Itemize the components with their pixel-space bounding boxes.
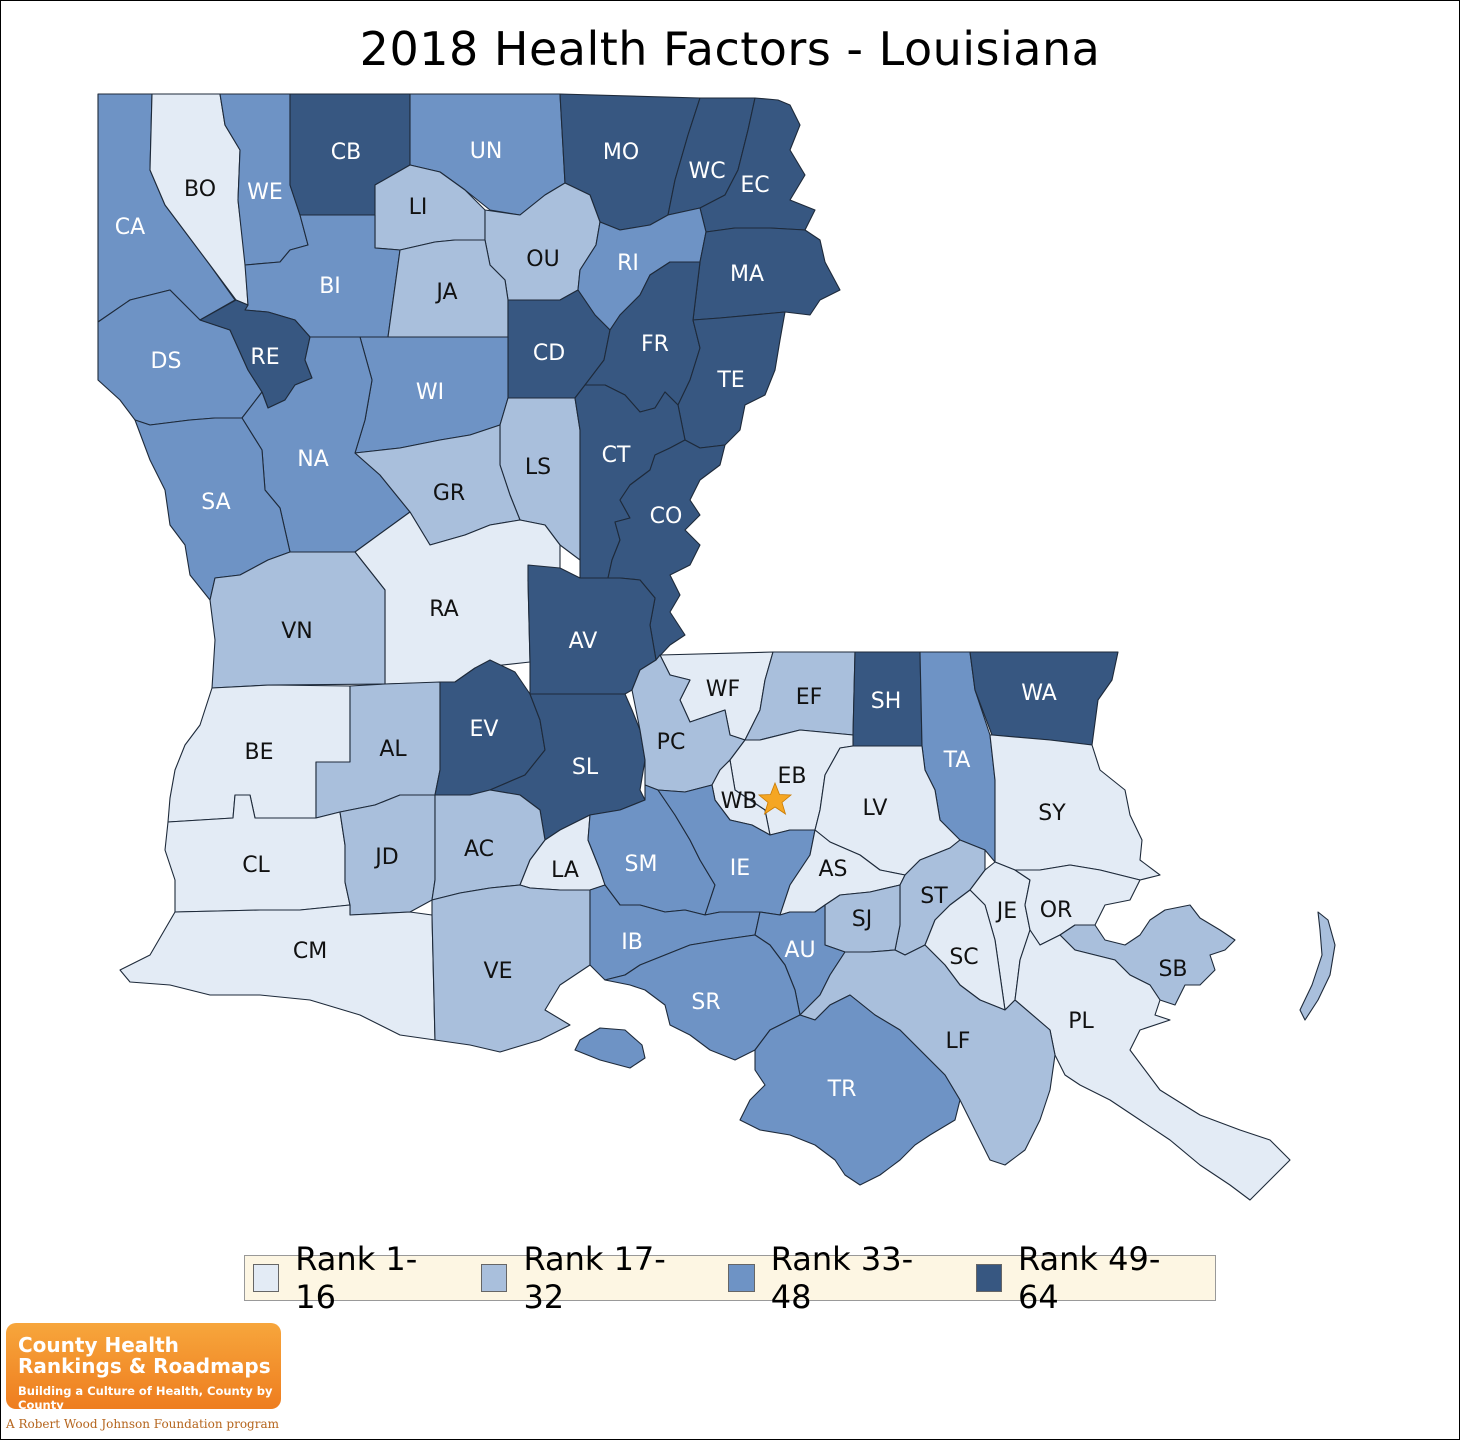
legend-item-3: Rank 33-48 bbox=[728, 1240, 941, 1316]
parish-label-AL: AL bbox=[379, 737, 407, 762]
program-credit: A Robert Wood Johnson Foundation program bbox=[6, 1417, 279, 1431]
parish-label-WB: WB bbox=[721, 789, 758, 814]
parish-label-UN: UN bbox=[470, 139, 503, 164]
parish-PL[interactable] bbox=[1014, 929, 1291, 1201]
parish-label-WF: WF bbox=[706, 677, 740, 702]
legend-item-2: Rank 17-32 bbox=[481, 1240, 694, 1316]
parish-label-SR: SR bbox=[691, 990, 720, 1015]
parish-label-AU: AU bbox=[784, 938, 815, 963]
star-icon bbox=[757, 781, 793, 815]
logo-line-2: Rankings & Roadmaps bbox=[18, 1354, 271, 1378]
parish-label-LS: LS bbox=[525, 455, 551, 480]
parish-label-LV: LV bbox=[863, 796, 888, 821]
parish-label-MA: MA bbox=[730, 262, 764, 287]
parish-label-EF: EF bbox=[796, 685, 823, 710]
parish-label-SM: SM bbox=[625, 852, 658, 877]
parish-label-PL: PL bbox=[1068, 1009, 1094, 1034]
parish-label-WI: WI bbox=[416, 380, 444, 405]
parish-label-CL: CL bbox=[242, 853, 270, 878]
legend-label-2: Rank 17-32 bbox=[523, 1240, 666, 1316]
parish-label-DS: DS bbox=[151, 349, 182, 374]
parish-label-MO: MO bbox=[603, 140, 639, 165]
logo-line-1: County Health bbox=[18, 1333, 179, 1357]
parish-label-TR: TR bbox=[827, 1077, 857, 1102]
parish-label-LI: LI bbox=[409, 195, 428, 220]
parish-SY[interactable] bbox=[989, 734, 1161, 881]
parish-label-NA: NA bbox=[297, 447, 329, 472]
parish-label-BI: BI bbox=[319, 274, 341, 299]
logo-tagline: Building a Culture of Health, County by … bbox=[18, 1384, 273, 1412]
legend-swatch-2 bbox=[481, 1264, 508, 1292]
parish-MA[interactable] bbox=[692, 227, 841, 321]
parish-label-CD: CD bbox=[533, 341, 565, 366]
legend-label-1: Rank 1-16 bbox=[295, 1240, 418, 1316]
parish-label-WE: WE bbox=[247, 180, 283, 205]
parish-label-LF: LF bbox=[946, 1029, 971, 1054]
parish-label-AV: AV bbox=[569, 629, 598, 654]
parish-AV[interactable] bbox=[527, 564, 657, 695]
legend-label-4: Rank 49-64 bbox=[1018, 1240, 1161, 1316]
parish-label-GR: GR bbox=[433, 481, 465, 506]
parish-label-BE: BE bbox=[245, 740, 274, 765]
legend-swatch-1 bbox=[253, 1264, 280, 1292]
legend-swatch-4 bbox=[975, 1264, 1002, 1292]
parish-label-SB: SB bbox=[1158, 957, 1187, 982]
parish-label-TA: TA bbox=[943, 748, 971, 773]
parish-label-EB: EB bbox=[778, 764, 807, 789]
legend-label-3: Rank 33-48 bbox=[770, 1240, 914, 1316]
parish-label-SA: SA bbox=[201, 490, 230, 515]
parish-TE[interactable] bbox=[677, 311, 786, 449]
map-legend: Rank 1-16 Rank 17-32 Rank 33-48 Rank 49-… bbox=[244, 1240, 1216, 1316]
parish-label-IB: IB bbox=[621, 930, 643, 955]
parish-label-LA: LA bbox=[551, 858, 579, 883]
parish-label-CT: CT bbox=[602, 443, 631, 468]
parish-label-CM: CM bbox=[293, 939, 327, 964]
parish-label-TE: TE bbox=[716, 368, 744, 393]
parish-CM[interactable] bbox=[119, 904, 436, 1041]
parish-label-VN: VN bbox=[281, 619, 313, 644]
parish-label-RA: RA bbox=[429, 597, 458, 622]
parish-label-RE: RE bbox=[250, 345, 279, 370]
legend-swatch-3 bbox=[728, 1264, 755, 1292]
parish-label-JA: JA bbox=[434, 280, 457, 305]
chr-logo[interactable]: County Health Rankings & Roadmaps Buildi… bbox=[6, 1323, 281, 1412]
parish-SM-marsh bbox=[574, 1027, 646, 1069]
legend-item-1: Rank 1-16 bbox=[253, 1240, 447, 1316]
map-title: 2018 Health Factors - Louisiana bbox=[359, 22, 1101, 76]
parish-label-RI: RI bbox=[617, 251, 639, 276]
parish-label-SH: SH bbox=[871, 689, 902, 714]
parish-label-WA: WA bbox=[1021, 681, 1057, 706]
parish-label-JD: JD bbox=[373, 845, 398, 870]
legend-item-4: Rank 49-64 bbox=[975, 1240, 1189, 1316]
parish-label-VE: VE bbox=[484, 959, 513, 984]
parish-CO[interactable] bbox=[607, 439, 726, 661]
parish-label-CB: CB bbox=[331, 140, 361, 165]
parish-label-PC: PC bbox=[657, 730, 686, 755]
parish-label-SC: SC bbox=[949, 945, 978, 970]
parish-label-SY: SY bbox=[1038, 801, 1066, 826]
parish-label-CO: CO bbox=[650, 504, 683, 529]
parish-label-CA: CA bbox=[115, 215, 145, 240]
parish-label-JE: JE bbox=[995, 899, 1017, 924]
parish-label-EC: EC bbox=[740, 173, 769, 198]
parish-label-BO: BO bbox=[184, 177, 216, 202]
parish-VE[interactable] bbox=[431, 884, 591, 1053]
parish-label-OR: OR bbox=[1040, 898, 1073, 923]
parish-label-ST: ST bbox=[920, 884, 948, 909]
parish-label-AS: AS bbox=[818, 857, 847, 882]
parish-label-EV: EV bbox=[470, 717, 499, 742]
parish-label-FR: FR bbox=[641, 332, 669, 357]
parish-TR[interactable] bbox=[739, 994, 961, 1186]
parish-label-AC: AC bbox=[464, 837, 494, 862]
parish-SB-island[interactable] bbox=[1299, 911, 1336, 1021]
parish-VN[interactable] bbox=[209, 551, 386, 689]
parish-label-IE: IE bbox=[730, 856, 750, 881]
parish-label-OU: OU bbox=[526, 247, 559, 272]
parish-label-WC: WC bbox=[688, 159, 725, 184]
parish-label-SJ: SJ bbox=[852, 907, 872, 932]
parish-label-SL: SL bbox=[572, 755, 599, 780]
